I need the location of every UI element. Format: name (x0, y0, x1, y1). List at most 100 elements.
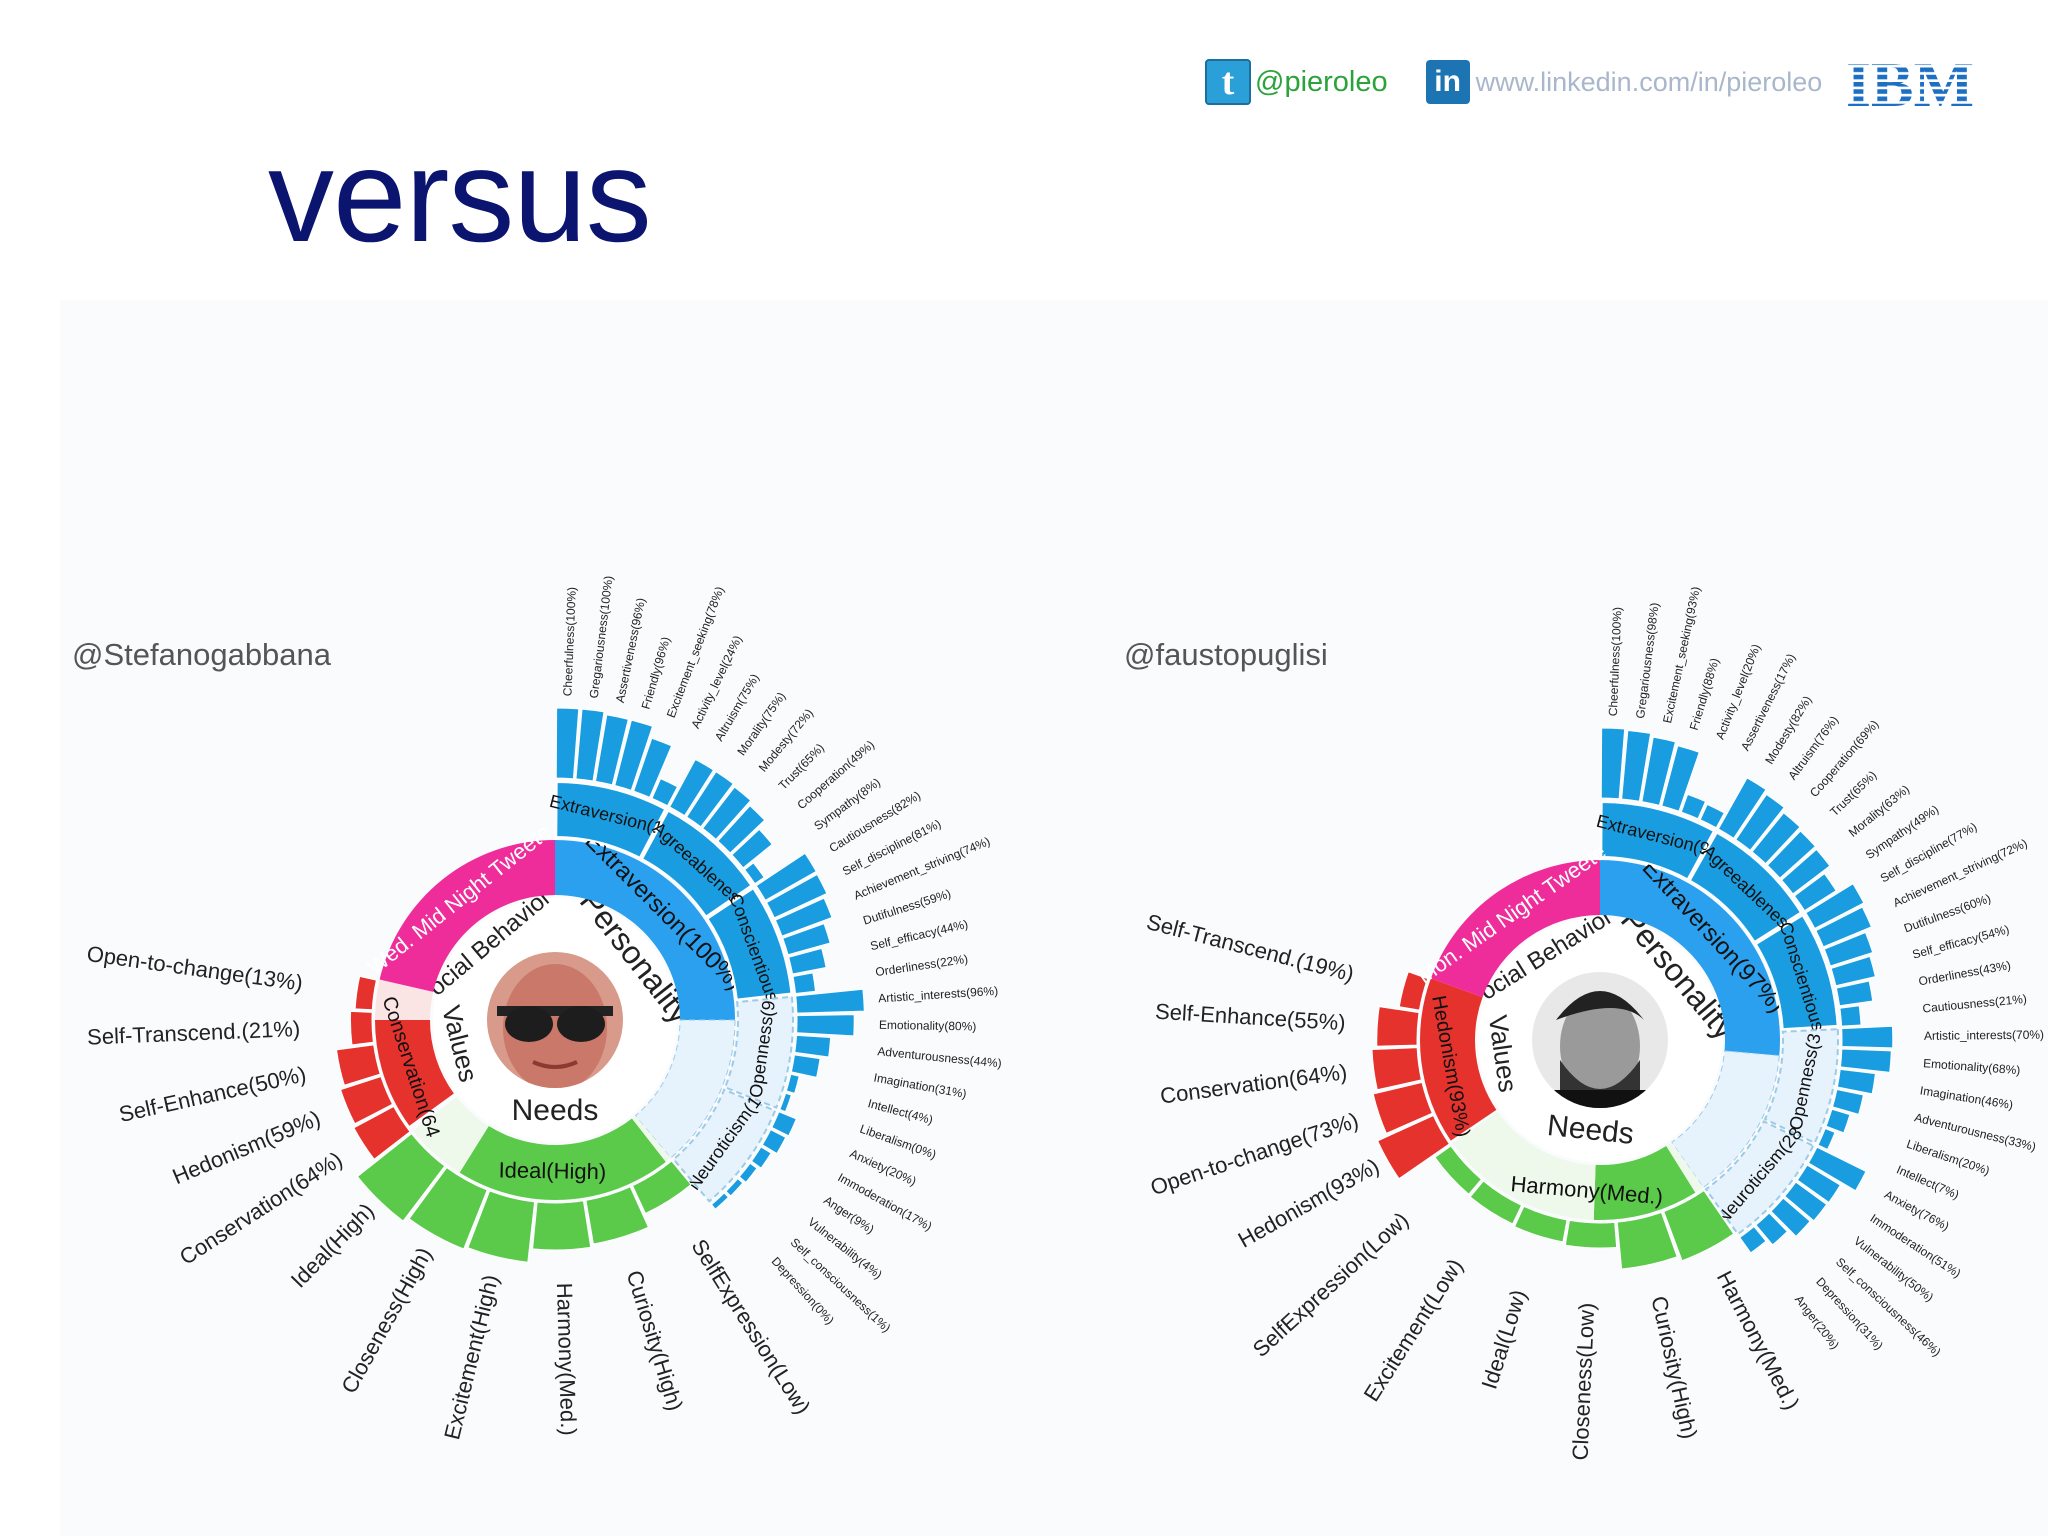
personality-facet-bar[interactable] (1600, 727, 1626, 800)
personality-facet-bar[interactable] (1830, 955, 1876, 987)
needs-bar[interactable] (408, 1166, 488, 1250)
personality-facet-bar[interactable] (1835, 980, 1874, 1007)
personality-facet-bar[interactable] (1831, 1088, 1865, 1115)
needs-bar[interactable] (1513, 1205, 1568, 1243)
personality-group-arc[interactable] (672, 1088, 777, 1203)
personality-facet-bar[interactable] (1661, 745, 1700, 812)
personality-facet-bar[interactable] (669, 758, 715, 817)
personality-facet-bar[interactable] (1739, 1225, 1767, 1254)
values-bar[interactable] (1376, 1006, 1420, 1047)
linkedin-url-link[interactable]: www.linkedin.com/in/pieroleo (1475, 66, 1823, 97)
personality-facet-bar[interactable] (755, 852, 817, 902)
personality-facet-bar[interactable] (1680, 793, 1707, 820)
personality-facet-bar[interactable] (1770, 1197, 1811, 1237)
values-bar[interactable] (1372, 1081, 1433, 1134)
personality-facet-bar[interactable] (796, 1014, 855, 1037)
values-bar[interactable] (349, 1010, 374, 1046)
personality-facet-bar[interactable] (1755, 1212, 1788, 1246)
personality-facet-bar[interactable] (788, 947, 827, 975)
personality-facet-bar[interactable] (651, 778, 679, 807)
personality-group-arc[interactable] (1754, 913, 1839, 1031)
personality-facet-bar[interactable] (555, 707, 580, 780)
personality-facet-bar[interactable] (1805, 883, 1865, 930)
social-arc[interactable] (379, 840, 555, 992)
needs-main-arc[interactable] (459, 1118, 666, 1200)
personality-facet-bar[interactable] (738, 1162, 758, 1183)
personality-facet-bar[interactable] (1751, 812, 1801, 865)
personality-main-arc[interactable] (1600, 860, 1780, 1056)
twitter-icon[interactable]: t (1205, 59, 1251, 105)
personality-facet-bar[interactable] (1825, 1108, 1851, 1134)
needs-bar[interactable] (532, 1200, 592, 1251)
personality-facet-bar[interactable] (710, 1192, 730, 1210)
values-bar[interactable] (1376, 1114, 1451, 1180)
personality-group-arc[interactable] (1688, 831, 1803, 944)
values-bar[interactable] (354, 975, 378, 1011)
social-arc[interactable] (1430, 860, 1600, 998)
personality-group-arc[interactable] (1704, 1120, 1815, 1236)
personality-facet-bar[interactable] (771, 1111, 797, 1137)
personality-facet-bar[interactable] (1735, 793, 1785, 851)
personality-group-arc[interactable] (640, 809, 753, 919)
needs-bar[interactable] (1564, 1219, 1618, 1249)
personality-facet-bar[interactable] (790, 1054, 821, 1078)
personality-facet-bar[interactable] (1796, 1164, 1841, 1204)
personality-facet-bar[interactable] (1766, 830, 1817, 879)
personality-facet-bar[interactable] (744, 862, 765, 885)
personality-facet-bar[interactable] (717, 805, 766, 854)
personality-facet-bar[interactable] (1839, 1005, 1862, 1027)
personality-facet-bar[interactable] (792, 972, 817, 994)
personality-group-arc[interactable] (1763, 1028, 1840, 1145)
twitter-handle-link[interactable]: @pieroleo (1255, 65, 1388, 98)
personality-facet-bar[interactable] (794, 1034, 832, 1058)
needs-bar[interactable] (1663, 1189, 1735, 1262)
needs-bar[interactable] (1434, 1145, 1483, 1195)
needs-bar[interactable] (631, 1160, 692, 1215)
values-bar[interactable] (353, 1105, 411, 1160)
personality-facet-bar[interactable] (594, 714, 629, 786)
needs-bar[interactable] (1469, 1180, 1523, 1225)
personality-group-arc[interactable] (706, 886, 793, 1001)
personality-facet-bar[interactable] (1817, 1127, 1836, 1151)
personality-facet-bar[interactable] (774, 897, 833, 937)
values-bar[interactable] (1398, 971, 1429, 1011)
personality-main-arc[interactable] (555, 840, 735, 1020)
personality-facet-bar[interactable] (1793, 873, 1837, 912)
personality-facet-bar[interactable] (1841, 1025, 1894, 1049)
personality-facet-bar[interactable] (765, 873, 828, 919)
personality-facet-bar[interactable] (1641, 736, 1677, 807)
needs-bar[interactable] (467, 1190, 536, 1263)
personality-facet-bar[interactable] (1621, 729, 1652, 802)
values-bar[interactable] (1371, 1047, 1423, 1091)
personality-group-arc[interactable] (1600, 800, 1716, 881)
personality-facet-bar[interactable] (731, 828, 773, 869)
personality-facet-bar[interactable] (725, 1177, 744, 1197)
needs-bar[interactable] (585, 1186, 650, 1245)
needs-bar[interactable] (1616, 1211, 1678, 1270)
personality-facet-bar[interactable] (1780, 848, 1831, 895)
personality-facet-bar[interactable] (1807, 1146, 1867, 1192)
personality-facet-bar[interactable] (1815, 906, 1873, 948)
personality-facet-bar[interactable] (702, 786, 752, 841)
personality-facet-bar[interactable] (633, 737, 673, 798)
personality-facet-bar[interactable] (575, 708, 605, 782)
personality-group-arc[interactable] (555, 780, 667, 860)
personality-facet-bar[interactable] (1699, 803, 1725, 829)
personality-facet-bar[interactable] (1823, 931, 1874, 967)
personality-facet-bar[interactable] (1839, 1048, 1892, 1073)
personality-facet-bar[interactable] (779, 1092, 792, 1113)
values-main-arc[interactable] (375, 1020, 454, 1126)
linkedin-icon[interactable]: in (1425, 60, 1470, 104)
personality-facet-bar[interactable] (1717, 777, 1767, 839)
values-bar[interactable] (335, 1044, 381, 1086)
personality-group-arc[interactable] (723, 995, 794, 1109)
personality-facet-bar[interactable] (785, 1073, 800, 1095)
personality-facet-bar[interactable] (750, 1146, 772, 1169)
needs-main-arc[interactable] (1593, 1146, 1696, 1220)
values-main-arc[interactable] (1420, 978, 1497, 1141)
needs-bar[interactable] (356, 1132, 446, 1222)
personality-facet-bar[interactable] (1836, 1068, 1876, 1095)
personality-facet-bar[interactable] (795, 988, 865, 1014)
personality-facet-bar[interactable] (614, 719, 654, 791)
values-bar[interactable] (339, 1075, 394, 1125)
